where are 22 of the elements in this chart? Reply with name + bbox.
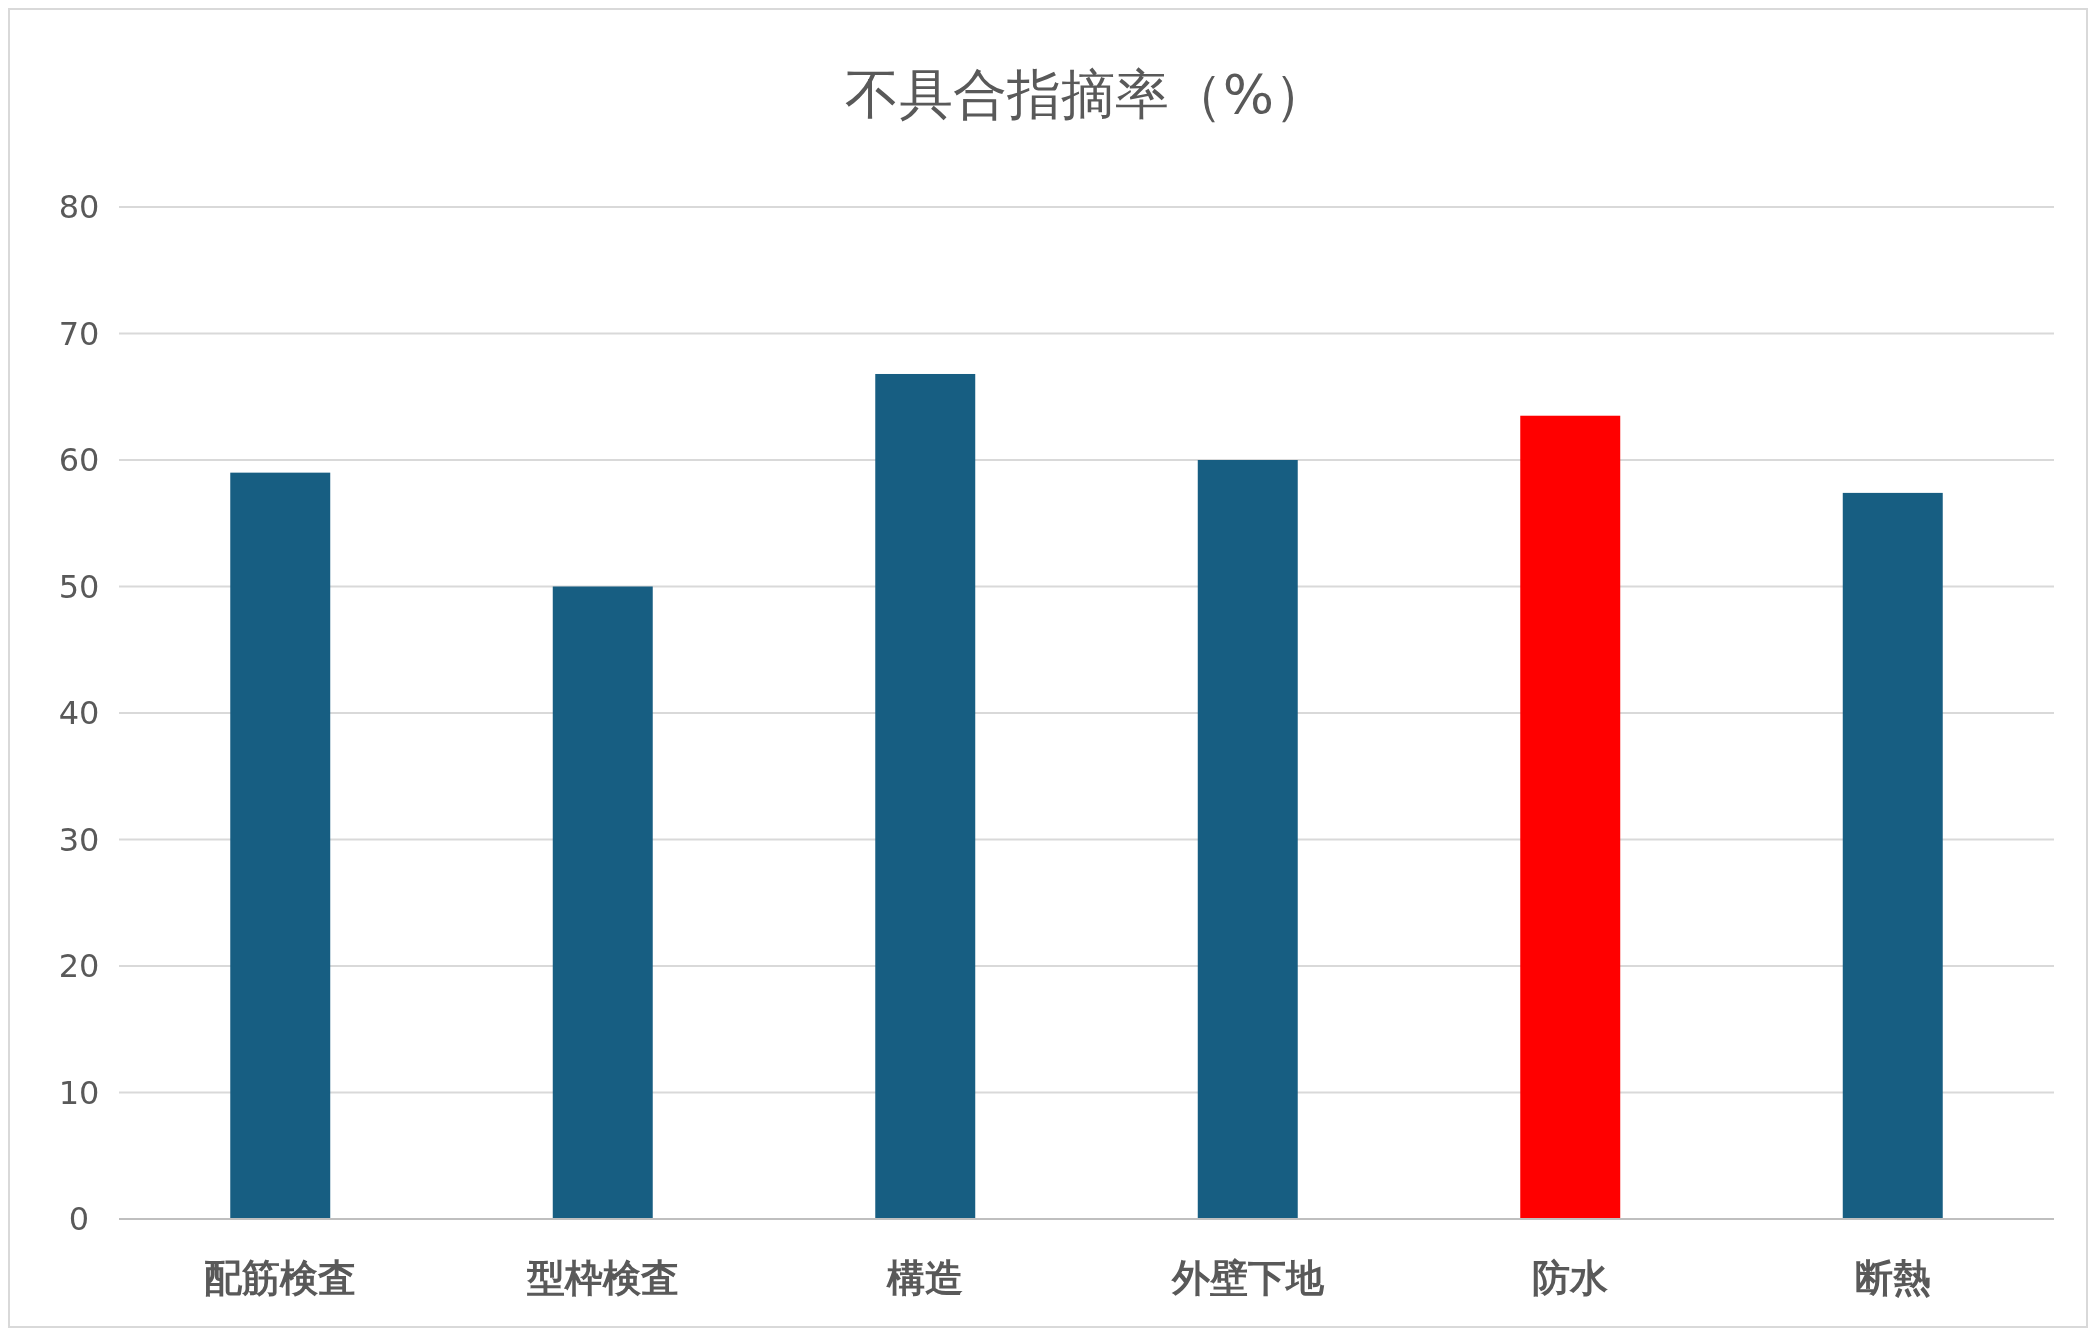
bar <box>552 586 653 1219</box>
x-tick-label: 防水 <box>1532 1256 1609 1300</box>
x-tick-label: 断熱 <box>1854 1256 1931 1300</box>
chart-title: 不具合指摘率（%） <box>844 63 1329 126</box>
bar <box>230 472 331 1219</box>
bar <box>1842 492 1943 1219</box>
y-tick-label: 20 <box>58 947 100 986</box>
y-tick-label: 70 <box>58 314 100 353</box>
y-tick-label: 40 <box>58 694 100 733</box>
y-tick-label: 50 <box>58 567 100 606</box>
y-tick-label: 10 <box>58 1073 100 1112</box>
bar <box>875 373 976 1219</box>
y-tick-label: 80 <box>58 188 100 227</box>
bar <box>1197 460 1298 1219</box>
y-tick-label: 0 <box>68 1200 90 1239</box>
y-tick-label: 60 <box>58 441 100 480</box>
bar <box>1520 415 1621 1219</box>
y-tick-label: 30 <box>58 820 100 859</box>
x-tick-label: 型枠検査 <box>525 1256 679 1300</box>
x-tick-label: 外壁下地 <box>1170 1256 1325 1300</box>
x-tick-label: 構造 <box>886 1256 964 1300</box>
x-tick-label: 配筋検査 <box>204 1256 357 1300</box>
